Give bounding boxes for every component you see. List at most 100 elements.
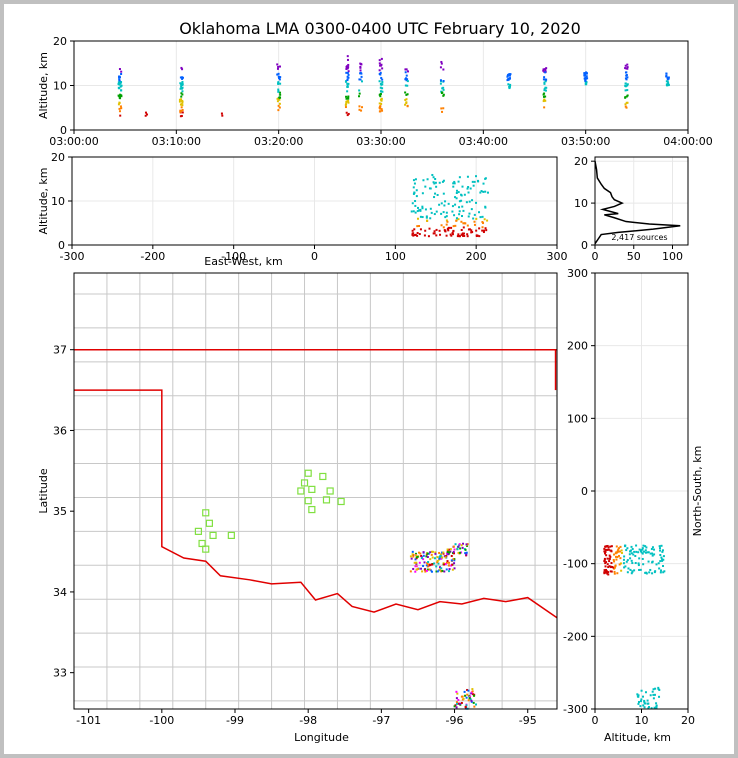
ns-ylabel: North-South, km <box>691 446 704 537</box>
ew-point <box>434 192 437 195</box>
hist-y-tick-label: 20 <box>574 155 588 168</box>
map-source-point <box>446 548 449 551</box>
ew-point <box>462 209 465 212</box>
ns-point <box>637 562 640 565</box>
ew-point <box>442 211 445 214</box>
ew-point <box>445 223 448 226</box>
ns-point <box>605 568 608 571</box>
map-source-point <box>453 705 456 708</box>
time-height-point <box>543 88 546 91</box>
ew-point <box>457 180 460 183</box>
time-height-point <box>405 79 408 82</box>
ns-point <box>605 570 608 573</box>
ns-point <box>615 558 618 561</box>
ns-point <box>653 548 656 551</box>
time-height-point <box>180 106 183 109</box>
time-height-point <box>181 111 184 114</box>
map-source-point <box>462 542 465 545</box>
map-source-point <box>460 551 463 554</box>
ns-point <box>616 550 619 553</box>
ns-point <box>651 546 654 549</box>
ns-point <box>640 698 643 701</box>
map-source-point <box>465 704 468 707</box>
time-height-point <box>178 98 181 101</box>
ns-point <box>662 571 665 574</box>
ew-point <box>466 175 469 178</box>
time-height-point <box>379 95 382 98</box>
ns-point <box>647 560 650 563</box>
map-source-point <box>421 570 424 573</box>
ew-point <box>450 226 453 229</box>
time-height-x-tick-label: 03:40:00 <box>459 135 508 148</box>
ns-point <box>652 693 655 696</box>
ns-point <box>651 552 654 555</box>
time-height-point <box>442 94 445 97</box>
time-height-point <box>667 76 670 79</box>
ew-point <box>445 219 448 222</box>
map-source-point <box>465 551 468 554</box>
map-source-point <box>475 703 478 706</box>
ns-point <box>660 569 663 572</box>
time-height-point <box>440 90 443 93</box>
ew-point <box>478 235 481 238</box>
ns-point <box>646 699 649 702</box>
time-height-point <box>180 66 183 69</box>
map-source-point <box>458 544 461 547</box>
ew-point <box>484 206 487 209</box>
map-x-tick-label: -95 <box>519 714 537 727</box>
ew-point <box>426 219 429 222</box>
ew-point <box>451 205 454 208</box>
ns-point <box>635 544 638 547</box>
map-source-point <box>442 562 445 565</box>
ew-point <box>467 191 470 194</box>
ns-point <box>643 706 646 709</box>
ew-point <box>414 200 417 203</box>
ew-point <box>456 235 459 238</box>
ew-point <box>444 230 447 233</box>
ew-point <box>473 223 476 226</box>
map-source-point <box>453 559 456 562</box>
ew-point <box>467 215 470 218</box>
time-height-point <box>276 67 279 70</box>
map-source-point <box>418 561 421 564</box>
figure-title: Oklahoma LMA 0300-0400 UTC February 10, … <box>179 19 581 38</box>
ns-point <box>613 560 616 563</box>
map-source-point <box>458 702 461 705</box>
time-height-point <box>344 104 347 107</box>
ew-point <box>462 232 465 235</box>
map-source-point <box>452 550 455 553</box>
ew-point <box>419 228 422 231</box>
ns-point <box>625 549 628 552</box>
ew-point <box>413 228 416 231</box>
ns-point <box>655 704 658 707</box>
time-height-point <box>583 72 586 75</box>
ew-point <box>432 181 435 184</box>
time-height-point <box>346 114 349 117</box>
time-height-point <box>381 81 384 84</box>
time-height-point <box>347 73 350 76</box>
time-height-point <box>181 83 184 86</box>
map-source-point <box>424 570 427 573</box>
time-height-point <box>277 81 280 84</box>
map-y-tick-label: 37 <box>53 344 67 357</box>
ew-point <box>455 191 458 194</box>
ns-point <box>655 563 658 566</box>
ns-point <box>605 561 608 564</box>
ns-point <box>608 557 611 560</box>
time-height-point <box>584 81 587 84</box>
ns-y-tick-label: 100 <box>567 412 588 425</box>
time-height-point <box>346 85 349 88</box>
ns-point <box>628 553 631 556</box>
ns-x-tick-label: 0 <box>592 714 599 727</box>
time-height-point <box>543 92 546 95</box>
time-height-point <box>586 77 589 80</box>
ew-point <box>442 179 445 182</box>
map-source-point <box>454 704 457 707</box>
map-source-point <box>439 554 442 557</box>
ns-point <box>617 547 620 550</box>
time-height-point <box>406 78 409 81</box>
ns-point <box>629 568 632 571</box>
ns-point <box>644 551 647 554</box>
time-height-point <box>585 72 588 75</box>
time-height-point <box>624 64 627 67</box>
